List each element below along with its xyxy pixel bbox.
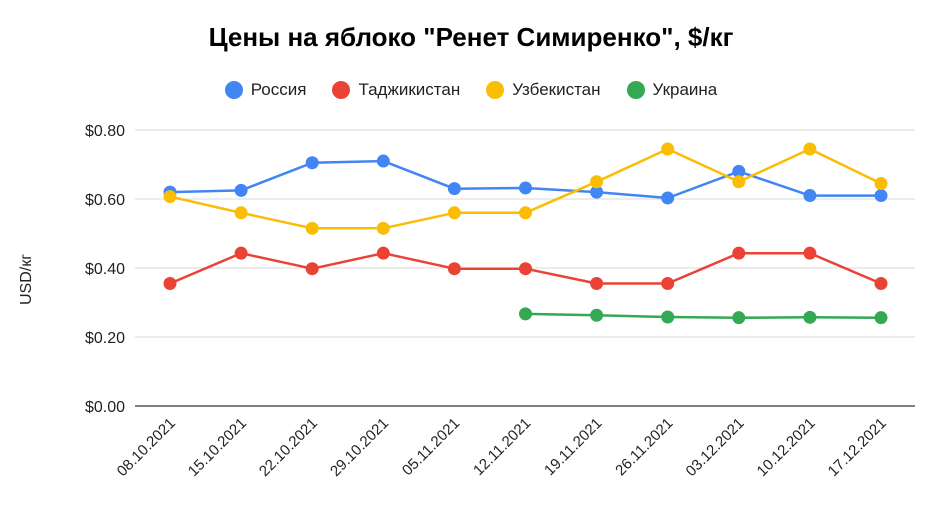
data-point-uzbekistan: [163, 190, 177, 204]
data-point-uzbekistan: [803, 142, 817, 156]
legend: Россия Таджикистан Узбекистан Украина: [0, 80, 942, 100]
data-point-uzbekistan: [874, 176, 888, 190]
data-point-tajikistan: [305, 262, 319, 276]
data-point-ukraine: [519, 307, 532, 321]
x-tick-label: 19.11.2021: [541, 415, 605, 479]
legend-label-tajikistan: Таджикистан: [358, 80, 461, 99]
data-point-tajikistan: [163, 277, 177, 291]
legend-swatch-ukraine: [626, 81, 645, 99]
chart-title: Цены на яблоко "Ренет Симиренко", $/кг: [208, 22, 734, 52]
data-point-ukraine: [590, 308, 604, 322]
legend-swatch-uzbekistan: [486, 81, 505, 99]
legend-label-ukraine: Украина: [652, 80, 718, 99]
data-point-ukraine: [874, 311, 888, 325]
y-tick-label: $0.60: [85, 192, 125, 209]
data-point-tajikistan: [803, 246, 817, 260]
y-tick-label: $0.80: [85, 123, 125, 140]
data-point-uzbekistan: [234, 206, 248, 220]
data-point-uzbekistan: [376, 221, 390, 235]
x-tick-label: 22.10.2021: [256, 415, 321, 480]
legend-item-uzbekistan[interactable]: Узбекистан: [486, 80, 601, 100]
data-point-tajikistan: [661, 277, 675, 291]
legend-label-russia: Россия: [250, 80, 307, 99]
data-point-russia: [519, 181, 532, 195]
data-point-uzbekistan: [519, 206, 532, 220]
data-point-uzbekistan: [590, 175, 604, 189]
x-tick-label: 12.11.2021: [470, 415, 534, 479]
data-point-russia: [732, 164, 746, 178]
data-point-russia: [305, 156, 319, 170]
x-tick-label: 17.12.2021: [825, 415, 890, 480]
x-tick-label: 26.11.2021: [612, 415, 676, 479]
data-point-russia: [590, 185, 604, 199]
data-point-tajikistan: [376, 246, 390, 260]
data-point-tajikistan: [447, 262, 461, 276]
x-tick-label: 29.10.2021: [327, 415, 392, 480]
series-line-ukraine: [525, 312, 882, 319]
data-point-russia: [234, 183, 248, 197]
data-point-uzbekistan: [447, 206, 461, 220]
data-point-uzbekistan: [661, 142, 675, 156]
y-tick-label: $0.40: [85, 261, 125, 278]
x-tick-label: 05.11.2021: [399, 415, 463, 479]
legend-item-russia[interactable]: Россия: [224, 80, 307, 100]
legend-item-ukraine[interactable]: Украина: [626, 80, 718, 100]
data-point-ukraine: [661, 310, 675, 324]
data-point-tajikistan: [234, 246, 248, 260]
x-tick-label: 08.10.2021: [114, 415, 179, 480]
data-point-russia: [447, 182, 461, 196]
x-tick-label: 03.12.2021: [683, 415, 748, 480]
data-point-uzbekistan: [732, 175, 746, 189]
legend-label-uzbekistan: Узбекистан: [512, 80, 601, 99]
data-point-tajikistan: [874, 277, 888, 291]
legend-item-tajikistan[interactable]: Таджикистан: [332, 80, 460, 100]
data-point-russia: [376, 154, 390, 168]
x-tick-label: 15.10.2021: [185, 415, 250, 480]
data-point-tajikistan: [519, 262, 532, 276]
data-point-ukraine: [803, 310, 817, 324]
data-point-tajikistan: [590, 277, 604, 291]
legend-swatch-russia: [224, 81, 243, 99]
data-point-uzbekistan: [305, 221, 319, 235]
y-tick-label: $0.20: [85, 330, 125, 347]
x-tick-label: 10.12.2021: [754, 415, 819, 480]
data-point-ukraine: [732, 311, 746, 325]
data-point-russia: [874, 189, 888, 203]
data-point-tajikistan: [732, 246, 746, 260]
data-point-russia: [803, 189, 817, 203]
data-point-russia: [661, 191, 675, 205]
legend-swatch-tajikistan: [332, 81, 351, 99]
y-tick-label: $0.00: [85, 399, 125, 416]
